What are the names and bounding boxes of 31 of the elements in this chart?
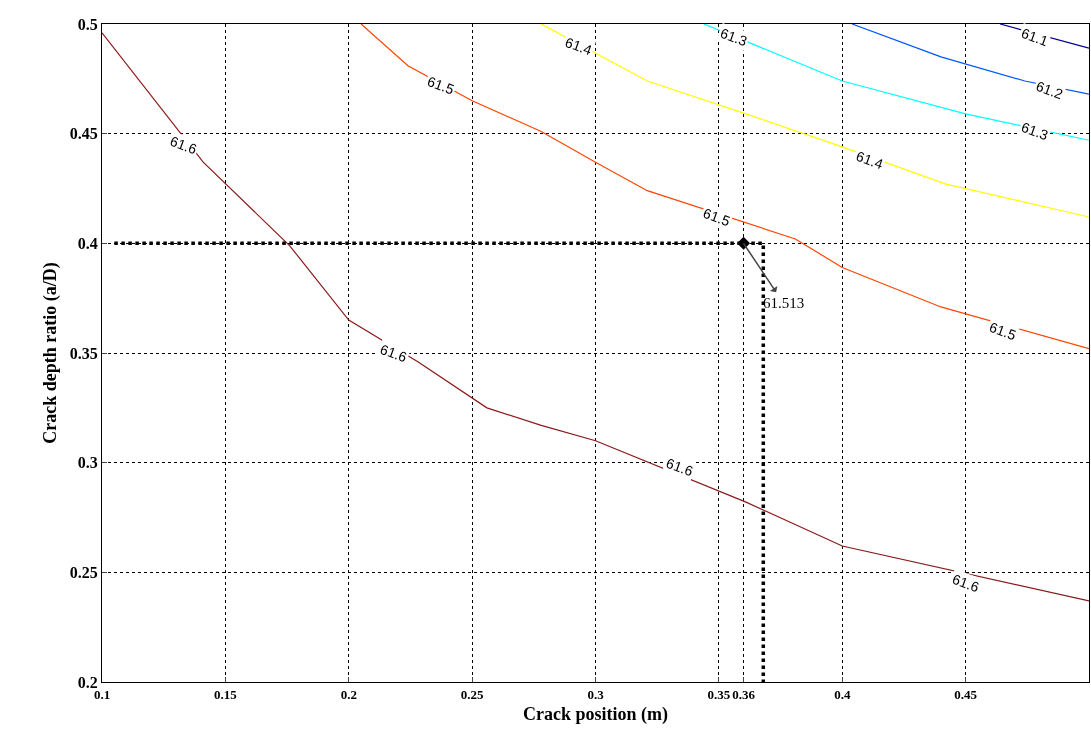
annotation: 61.3	[718, 24, 750, 50]
y-tick-label: 0.4	[77, 234, 98, 252]
y-tick-label: 0.25	[69, 563, 98, 581]
annotation: 61.2	[1034, 77, 1066, 103]
annotation: 61.6	[664, 454, 696, 480]
annotation: 61.4	[563, 33, 595, 59]
annotation: 61.4	[854, 147, 886, 173]
x-tick-label: 0.15	[214, 686, 238, 702]
x-tick-label: 0.3	[587, 686, 605, 702]
annotation: 61.6	[378, 340, 410, 366]
annotation: 61.5	[701, 204, 733, 230]
x-axis-title: Crack position (m)	[523, 703, 668, 725]
y-tick-label: 0.45	[69, 125, 98, 143]
y-tick-label: 0.3	[77, 454, 98, 472]
x-tick-label: 0.4	[834, 686, 851, 702]
y-tick-label: 0.2	[77, 673, 98, 691]
x-tick-label: 0.36	[732, 686, 756, 702]
annotation: 61.3	[1019, 118, 1051, 144]
annotation: 61.5	[987, 318, 1019, 344]
annotation: 61.1	[1019, 24, 1051, 50]
x-tick-label: 0.25	[460, 686, 485, 702]
annotation: 61.513	[763, 295, 805, 311]
y-axis-title: Crack depth ratio (a/D)	[40, 262, 61, 444]
x-tick-label: 0.45	[954, 686, 978, 702]
y-tick-label: 0.35	[69, 344, 98, 362]
annotation: 61.6	[167, 132, 200, 158]
x-tick-label: 0.35	[707, 686, 731, 702]
y-tick-label: 0.5	[77, 15, 98, 33]
annotation: 61.5	[425, 73, 457, 98]
x-tick-label: 0.2	[340, 686, 357, 702]
annotation: 61.6	[950, 570, 982, 596]
